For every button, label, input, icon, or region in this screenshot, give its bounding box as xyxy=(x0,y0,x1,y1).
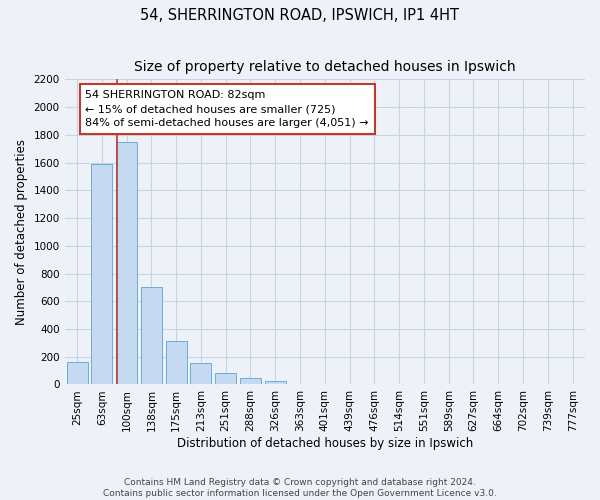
Text: 54, SHERRINGTON ROAD, IPSWICH, IP1 4HT: 54, SHERRINGTON ROAD, IPSWICH, IP1 4HT xyxy=(140,8,460,22)
Bar xyxy=(166,342,187,384)
Bar xyxy=(141,288,162,384)
Text: Contains HM Land Registry data © Crown copyright and database right 2024.
Contai: Contains HM Land Registry data © Crown c… xyxy=(103,478,497,498)
Y-axis label: Number of detached properties: Number of detached properties xyxy=(15,139,28,325)
Title: Size of property relative to detached houses in Ipswich: Size of property relative to detached ho… xyxy=(134,60,515,74)
Bar xyxy=(240,378,261,384)
Bar xyxy=(190,363,211,384)
Bar xyxy=(215,374,236,384)
Text: 54 SHERRINGTON ROAD: 82sqm
← 15% of detached houses are smaller (725)
84% of sem: 54 SHERRINGTON ROAD: 82sqm ← 15% of deta… xyxy=(85,90,369,128)
X-axis label: Distribution of detached houses by size in Ipswich: Distribution of detached houses by size … xyxy=(177,437,473,450)
Bar xyxy=(116,142,137,384)
Bar xyxy=(265,381,286,384)
Bar xyxy=(91,164,112,384)
Bar xyxy=(67,362,88,384)
